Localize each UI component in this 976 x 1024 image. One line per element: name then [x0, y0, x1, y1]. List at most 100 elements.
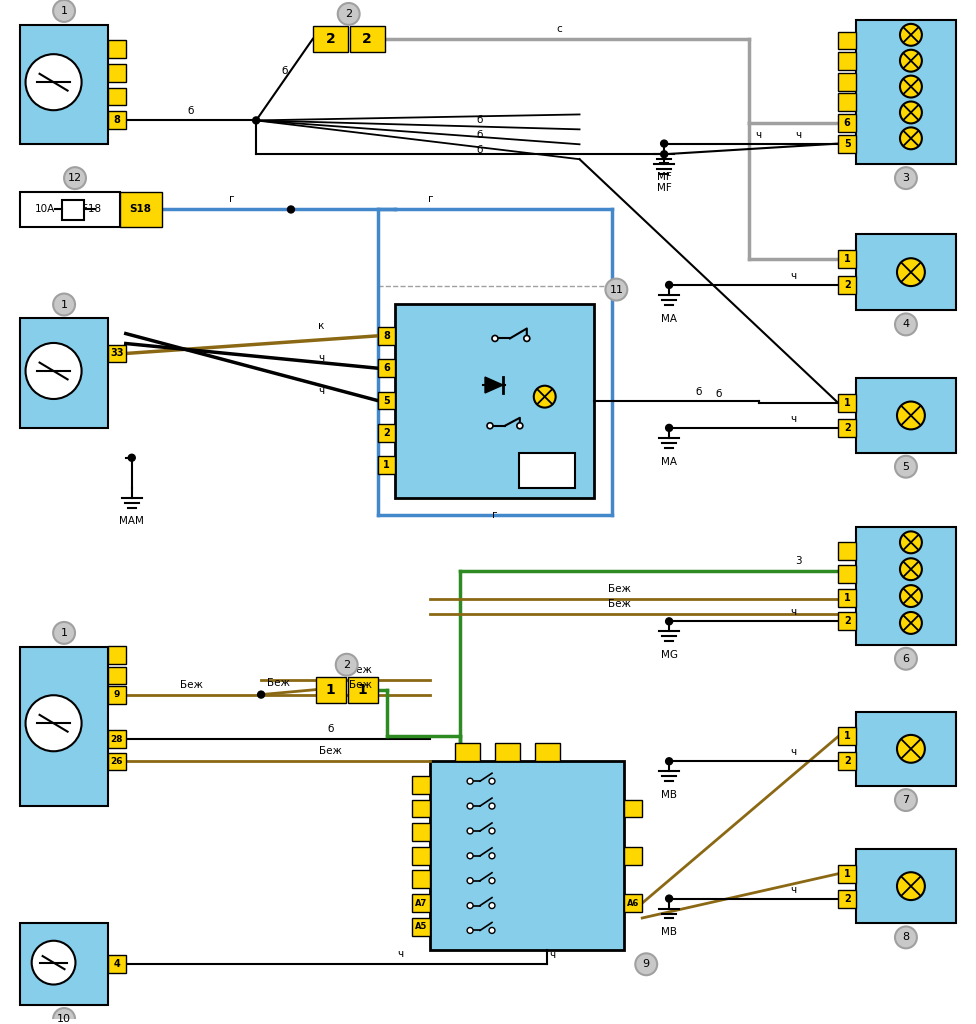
Text: б: б: [328, 724, 334, 734]
Circle shape: [489, 778, 495, 784]
FancyBboxPatch shape: [838, 32, 856, 49]
Text: г: г: [492, 510, 498, 520]
Text: ч: ч: [755, 130, 761, 139]
Text: 4: 4: [113, 959, 120, 970]
FancyBboxPatch shape: [838, 753, 856, 770]
Circle shape: [895, 167, 916, 189]
Circle shape: [666, 617, 672, 625]
FancyBboxPatch shape: [378, 327, 395, 345]
FancyBboxPatch shape: [625, 894, 642, 912]
Text: Беж: Беж: [267, 678, 290, 688]
Circle shape: [489, 878, 495, 884]
FancyBboxPatch shape: [349, 26, 385, 52]
FancyBboxPatch shape: [108, 667, 126, 684]
Circle shape: [900, 50, 922, 72]
Circle shape: [635, 953, 657, 975]
FancyBboxPatch shape: [316, 677, 346, 702]
Text: ч: ч: [318, 353, 324, 364]
Text: 2: 2: [844, 894, 851, 903]
FancyBboxPatch shape: [108, 753, 126, 770]
Text: б: б: [696, 386, 702, 396]
Text: 7: 7: [903, 795, 910, 805]
Text: 1: 1: [844, 254, 851, 264]
FancyBboxPatch shape: [838, 864, 856, 883]
Circle shape: [258, 691, 264, 698]
FancyBboxPatch shape: [519, 453, 575, 487]
Text: 2: 2: [844, 757, 851, 766]
FancyBboxPatch shape: [430, 761, 625, 950]
Text: 6: 6: [844, 118, 851, 128]
Text: г: г: [228, 195, 234, 205]
FancyBboxPatch shape: [838, 114, 856, 132]
FancyBboxPatch shape: [347, 677, 378, 702]
Text: к: к: [317, 321, 324, 331]
FancyBboxPatch shape: [378, 457, 395, 474]
Circle shape: [128, 455, 136, 461]
Text: Беж: Беж: [608, 584, 630, 594]
Text: 1: 1: [844, 398, 851, 408]
Text: MG: MG: [661, 650, 677, 660]
FancyBboxPatch shape: [20, 193, 120, 227]
FancyBboxPatch shape: [856, 712, 956, 786]
Text: ч: ч: [791, 271, 796, 281]
Text: 10: 10: [57, 1014, 71, 1024]
FancyBboxPatch shape: [838, 890, 856, 907]
Text: МВ: МВ: [661, 791, 677, 800]
Text: г: г: [427, 195, 433, 205]
Circle shape: [53, 1008, 75, 1024]
Text: Беж: Беж: [349, 680, 372, 689]
Text: 2: 2: [344, 659, 350, 670]
Circle shape: [666, 758, 672, 765]
Text: A7: A7: [415, 899, 427, 907]
FancyBboxPatch shape: [838, 93, 856, 112]
Circle shape: [468, 902, 473, 908]
Circle shape: [468, 853, 473, 859]
Text: б: б: [477, 145, 483, 156]
Text: MF: MF: [657, 172, 671, 182]
Text: 1: 1: [384, 460, 389, 470]
Text: A5: A5: [415, 923, 427, 931]
Text: ч: ч: [549, 950, 555, 961]
Circle shape: [900, 612, 922, 634]
Circle shape: [900, 127, 922, 150]
Text: 8: 8: [113, 116, 120, 125]
Text: ч: ч: [791, 885, 796, 895]
Text: 1: 1: [326, 683, 336, 696]
Circle shape: [534, 386, 555, 408]
Text: 1: 1: [844, 868, 851, 879]
Text: 2: 2: [325, 32, 335, 46]
Circle shape: [489, 902, 495, 908]
Text: 11: 11: [609, 285, 624, 295]
Circle shape: [489, 828, 495, 834]
Circle shape: [468, 803, 473, 809]
Text: 5: 5: [384, 395, 389, 406]
FancyBboxPatch shape: [838, 73, 856, 91]
Circle shape: [489, 853, 495, 859]
FancyBboxPatch shape: [313, 26, 347, 52]
Text: МАМ: МАМ: [119, 516, 144, 526]
Circle shape: [492, 336, 498, 341]
FancyBboxPatch shape: [62, 200, 84, 220]
Circle shape: [336, 653, 357, 676]
Text: F18: F18: [82, 205, 102, 214]
FancyBboxPatch shape: [120, 193, 162, 227]
FancyBboxPatch shape: [625, 847, 642, 864]
Text: ч: ч: [397, 949, 403, 959]
Text: б: б: [281, 66, 288, 76]
FancyBboxPatch shape: [838, 134, 856, 153]
Text: б: б: [477, 116, 483, 125]
Circle shape: [661, 140, 668, 147]
Circle shape: [897, 872, 925, 900]
Text: A6: A6: [628, 899, 639, 907]
Text: 9: 9: [642, 959, 650, 970]
Circle shape: [895, 456, 916, 477]
Circle shape: [468, 878, 473, 884]
Circle shape: [338, 3, 359, 25]
Text: 1: 1: [61, 6, 67, 16]
FancyBboxPatch shape: [856, 233, 956, 310]
Circle shape: [900, 76, 922, 97]
FancyBboxPatch shape: [838, 419, 856, 437]
FancyBboxPatch shape: [838, 276, 856, 294]
FancyBboxPatch shape: [625, 800, 642, 817]
FancyBboxPatch shape: [395, 303, 594, 498]
